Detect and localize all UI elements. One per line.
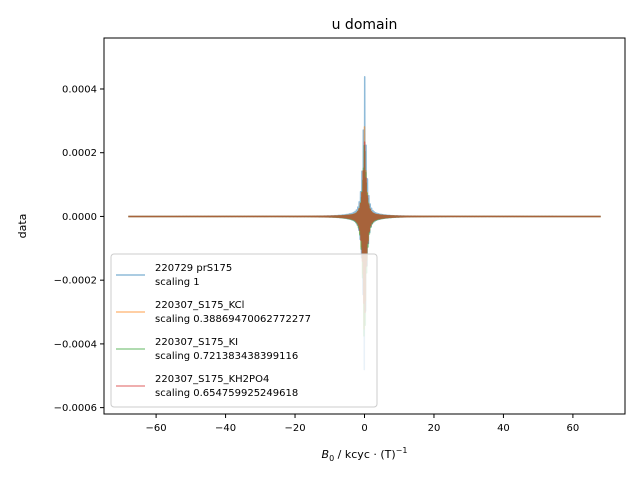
legend-entry-scaling: scaling 0.38869470062772277 xyxy=(155,314,311,325)
legend-entry-name: 220307_S175_KI xyxy=(155,337,238,348)
x-tick-label: −40 xyxy=(215,423,236,434)
legend-entry-name: 220307_S175_KH2PO4 xyxy=(155,374,269,385)
x-axis-label-superscript: −1 xyxy=(396,446,408,455)
x-tick-label: −20 xyxy=(284,423,305,434)
legend-entry-scaling: scaling 0.721383438399116 xyxy=(155,351,298,362)
y-axis: −0.0006 −0.0004 −0.0002 0.0000 0.0002 0.0004 xyxy=(54,84,104,414)
x-tick-label: 20 xyxy=(428,423,441,434)
x-tick-label: 60 xyxy=(567,423,580,434)
x-axis-label: B0 / kcyc · (T)−1 xyxy=(322,446,408,463)
plot-traces xyxy=(127,75,602,371)
x-axis-label-unit: / kcyc · (T) xyxy=(334,448,395,461)
legend-entry-name: 220729 prS175 xyxy=(155,263,232,274)
legend: 220729 prS175 scaling 1 220307_S175_KClsca… xyxy=(110,253,378,408)
x-tick-label: 0 xyxy=(361,423,367,434)
y-tick-label: −0.0002 xyxy=(54,276,97,287)
y-tick-label: 0.0004 xyxy=(62,84,97,95)
legend-frame xyxy=(110,253,378,408)
legend-entry-name: 220307_S175_KCl xyxy=(155,300,244,311)
y-axis-label: data xyxy=(16,214,29,239)
x-tick-label: −60 xyxy=(146,423,167,434)
y-tick-label: 0.0002 xyxy=(62,148,97,159)
legend-entry-scaling: scaling 0.654759925249618 xyxy=(155,388,298,399)
legend-entry-scaling: scaling 1 xyxy=(155,277,200,288)
x-axis: −60 −40 −20 0 20 40 60 xyxy=(146,414,580,434)
x-tick-label: 40 xyxy=(497,423,510,434)
x-axis-label-main: B xyxy=(322,448,330,461)
y-tick-label: −0.0004 xyxy=(54,339,97,350)
x-axis-label-subscript: 0 xyxy=(329,454,334,463)
y-tick-label: −0.0006 xyxy=(54,403,97,414)
y-tick-label: 0.0000 xyxy=(62,212,97,223)
chart-title: u domain xyxy=(332,17,398,33)
series-line-4 xyxy=(127,141,602,314)
